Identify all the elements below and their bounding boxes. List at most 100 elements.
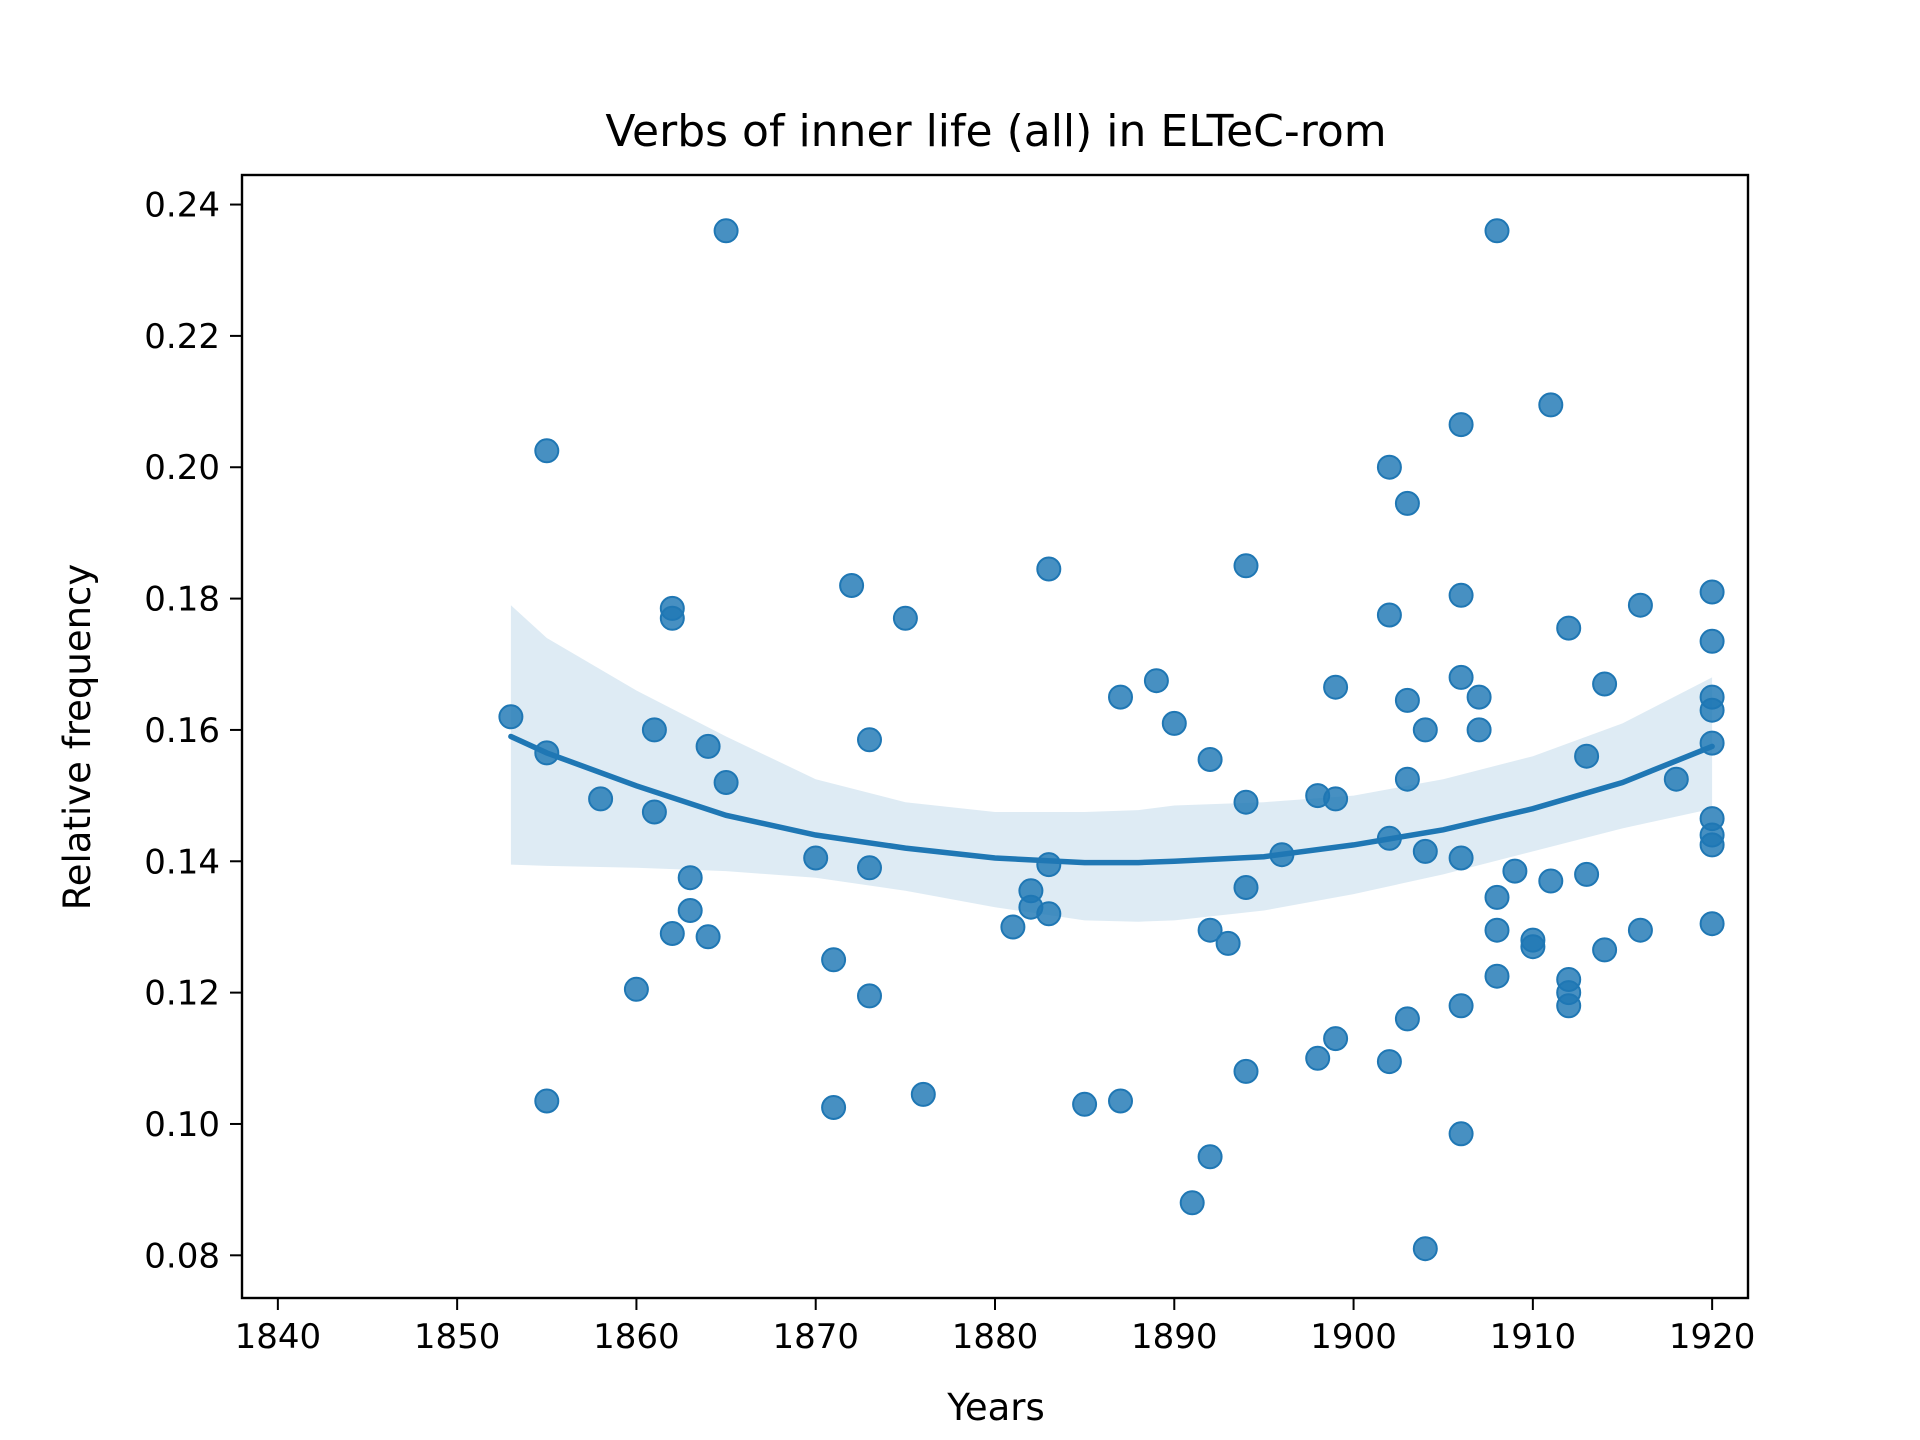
data-point bbox=[821, 947, 847, 973]
data-point bbox=[1538, 868, 1564, 894]
y-tick-label: 0.10 bbox=[144, 1105, 220, 1145]
data-point bbox=[1574, 861, 1600, 887]
data-point bbox=[910, 1081, 936, 1107]
data-point bbox=[1233, 875, 1259, 900]
x-tick-label: 1880 bbox=[952, 1317, 1039, 1357]
data-point bbox=[695, 924, 721, 950]
y-tick-label: 0.22 bbox=[144, 317, 220, 357]
data-point bbox=[1233, 553, 1259, 579]
data-point bbox=[839, 573, 865, 598]
data-point bbox=[1466, 717, 1492, 743]
x-axis-label: Years bbox=[946, 1386, 1045, 1429]
data-point bbox=[695, 733, 721, 759]
plot-frame bbox=[240, 173, 1750, 1300]
data-point bbox=[1448, 664, 1474, 690]
x-tick-label: 1900 bbox=[1310, 1317, 1397, 1357]
y-axis: 0.08 0.10 0.12 0.14 0.16 0.18 0.20 0.22 0.24 bbox=[144, 186, 242, 1276]
data-point bbox=[1448, 993, 1474, 1019]
data-point bbox=[1197, 917, 1223, 943]
data-point bbox=[713, 218, 739, 244]
data-point bbox=[1484, 917, 1510, 943]
data-point bbox=[677, 865, 703, 891]
confidence-band bbox=[510, 605, 1713, 922]
data-point bbox=[1143, 668, 1169, 694]
confidence-band-area bbox=[510, 605, 1713, 922]
data-point bbox=[1197, 747, 1223, 772]
data-point bbox=[1072, 1091, 1098, 1117]
data-point bbox=[713, 770, 739, 795]
data-point bbox=[534, 1088, 560, 1114]
data-point bbox=[1484, 884, 1510, 910]
chart-title: Verbs of inner life (all) in ELTeC-rom bbox=[605, 106, 1386, 157]
data-point bbox=[1376, 602, 1402, 628]
data-point bbox=[1663, 766, 1689, 792]
x-tick-label: 1920 bbox=[1669, 1317, 1756, 1357]
x-tick-label: 1860 bbox=[593, 1317, 680, 1357]
y-tick-label: 0.18 bbox=[144, 580, 220, 620]
data-point bbox=[1448, 845, 1474, 871]
data-point bbox=[1592, 937, 1618, 963]
data-point bbox=[1394, 490, 1420, 516]
x-tick-label: 1870 bbox=[772, 1317, 859, 1357]
x-tick-label: 1910 bbox=[1490, 1317, 1577, 1357]
data-point bbox=[1448, 582, 1474, 608]
y-tick-label: 0.14 bbox=[144, 842, 220, 882]
data-point bbox=[1699, 579, 1725, 605]
data-point bbox=[1448, 412, 1474, 438]
y-tick-label: 0.08 bbox=[144, 1236, 220, 1276]
data-point bbox=[1502, 858, 1528, 884]
x-tick-label: 1890 bbox=[1131, 1317, 1218, 1357]
data-point bbox=[1233, 789, 1259, 815]
data-point bbox=[1323, 786, 1349, 812]
data-point bbox=[623, 976, 649, 1002]
data-point bbox=[857, 727, 882, 753]
data-point bbox=[857, 983, 882, 1009]
data-point bbox=[641, 799, 667, 825]
y-tick-label: 0.12 bbox=[144, 974, 220, 1014]
data-point bbox=[1323, 674, 1349, 700]
data-point bbox=[1036, 852, 1062, 878]
data-point bbox=[534, 438, 560, 464]
data-point bbox=[1376, 454, 1402, 480]
data-point bbox=[588, 786, 614, 812]
data-point bbox=[1394, 687, 1420, 713]
data-point bbox=[857, 855, 882, 881]
regression-line bbox=[508, 733, 1715, 866]
data-point bbox=[1448, 1121, 1474, 1147]
y-tick-label: 0.20 bbox=[144, 448, 220, 488]
data-point bbox=[1412, 838, 1438, 864]
data-point bbox=[1699, 911, 1725, 937]
data-point bbox=[1699, 697, 1725, 723]
data-point bbox=[1036, 901, 1062, 927]
data-point bbox=[1574, 743, 1600, 769]
data-point bbox=[1627, 592, 1653, 618]
x-axis: 1840 1850 1860 1870 1880 1890 1900 1910 1920 bbox=[235, 1298, 1756, 1357]
data-point bbox=[659, 921, 685, 946]
data-point bbox=[1699, 628, 1725, 654]
data-point bbox=[892, 605, 918, 631]
data-point bbox=[1394, 766, 1420, 792]
data-point bbox=[1627, 917, 1653, 943]
data-point bbox=[1412, 1236, 1438, 1262]
data-points bbox=[498, 218, 1725, 1262]
data-point bbox=[803, 845, 829, 871]
data-point bbox=[1484, 963, 1510, 989]
data-point bbox=[1520, 934, 1546, 960]
data-point bbox=[641, 717, 667, 743]
data-point bbox=[677, 898, 703, 923]
x-tick-label: 1850 bbox=[414, 1317, 501, 1357]
data-point bbox=[1179, 1190, 1205, 1216]
y-tick-label: 0.16 bbox=[144, 711, 220, 751]
data-point bbox=[1108, 1088, 1133, 1114]
data-point bbox=[1305, 1045, 1331, 1071]
data-point bbox=[1376, 1049, 1402, 1075]
data-point bbox=[659, 605, 685, 631]
data-point bbox=[1484, 218, 1510, 244]
x-tick-label: 1840 bbox=[235, 1317, 322, 1357]
data-point bbox=[1394, 1006, 1420, 1032]
data-point bbox=[1108, 684, 1133, 710]
data-point bbox=[498, 704, 524, 730]
data-point bbox=[1036, 556, 1062, 582]
y-tick-label: 0.24 bbox=[144, 186, 220, 226]
